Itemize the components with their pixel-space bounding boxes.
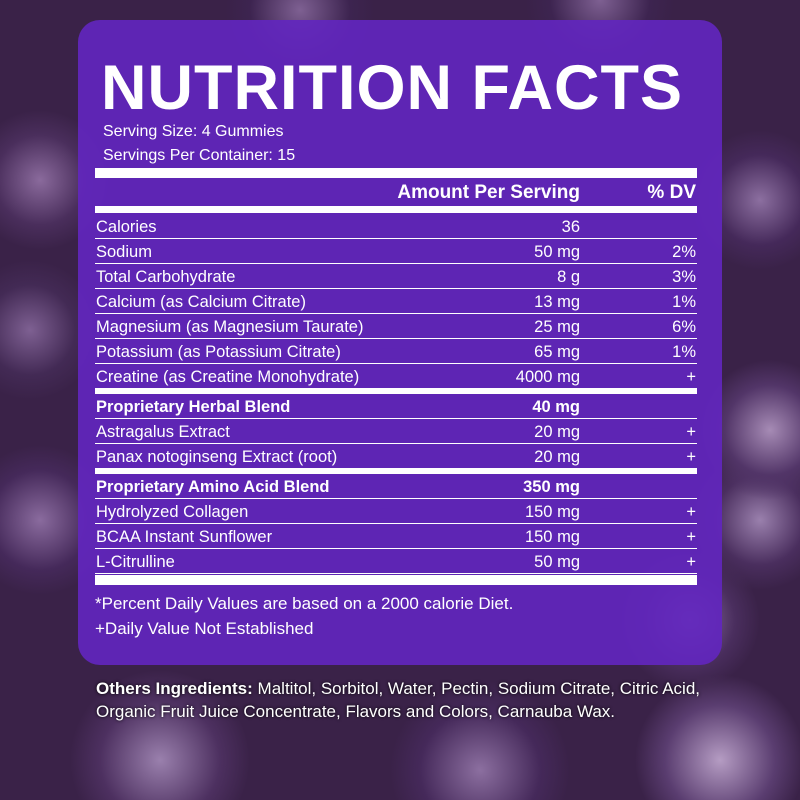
nutrient-amount: 150 mg [524,503,580,521]
divider [95,575,697,585]
other-ingredients: Others Ingredients: Maltitol, Sorbitol, … [96,677,706,723]
nutrient-name: L-Citrulline [96,553,175,571]
nutrient-row: Calcium (as Calcium Citrate) 13 mg 1% [95,289,697,314]
nutrient-name: Sodium [96,243,152,261]
nutrient-name: Astragalus Extract [96,423,230,441]
nutrient-amount: 25 mg [534,318,580,336]
nutrient-name: Total Carbohydrate [96,268,236,286]
nutrient-row: Calories 36 [95,214,697,239]
nutrient-row: Potassium (as Potassium Citrate) 65 mg 1% [95,339,697,364]
nutrient-name: Calcium (as Calcium Citrate) [96,293,306,311]
nutrient-dv: + [686,528,696,546]
nutrient-row: BCAA Instant Sunflower 150 mg + [95,524,697,549]
nutrient-row: Panax notoginseng Extract (root) 20 mg + [95,444,697,469]
footnote: *Percent Daily Values are based on a 200… [95,594,514,613]
nutrient-dv: 6% [672,318,696,336]
title: NUTRITION FACTS [101,53,683,123]
nutrient-row: L-Citrulline 50 mg + [95,549,697,574]
nutrient-amount: 8 g [557,268,580,286]
nutrient-amount: 40 mg [532,398,580,416]
footnote: +Daily Value Not Established [95,619,314,638]
servings-per-container: Servings Per Container: 15 [103,147,296,164]
nutrient-dv: + [686,448,696,466]
nutrient-amount: 4000 mg [515,368,580,386]
dv-header: % DV [647,182,696,203]
nutrient-row: Hydrolyzed Collagen 150 mg + [95,499,697,524]
nutrient-table: Calories 36 Sodium 50 mg 2% Total Carbohydrat… [95,214,697,574]
nutrient-name: Creatine (as Creatine Monohydrate) [96,368,360,386]
nutrient-name: Proprietary Herbal Blend [96,398,291,416]
nutrient-row: Proprietary Herbal Blend 40 mg [95,389,697,419]
nutrient-amount: 20 mg [534,423,580,441]
nutrient-dv: 1% [672,293,696,311]
nutrient-amount: 50 mg [534,553,580,571]
nutrient-row: Magnesium (as Magnesium Taurate) 25 mg 6% [95,314,697,339]
nutrient-amount: 150 mg [524,528,580,546]
label-panel [78,20,722,665]
nutrient-name: Panax notoginseng Extract (root) [96,448,338,466]
nutrient-row: Creatine (as Creatine Monohydrate) 4000 m… [95,364,697,389]
nutrient-amount: 20 mg [534,448,580,466]
nutrient-dv: + [686,368,696,386]
nutrient-amount: 65 mg [534,343,580,361]
nutrient-dv: 1% [672,343,696,361]
nutrient-amount: 350 mg [523,478,580,496]
divider [95,206,697,213]
nutrient-row: Total Carbohydrate 8 g 3% [95,264,697,289]
nutrient-name: Magnesium (as Magnesium Taurate) [96,318,364,336]
nutrient-name: BCAA Instant Sunflower [96,528,273,546]
nutrient-dv: 2% [672,243,696,261]
nutrient-name: Proprietary Amino Acid Blend [96,478,330,496]
nutrient-dv: 3% [672,268,696,286]
nutrient-dv: + [686,553,696,571]
ingredients-text: Maltitol, Sorbitol, Water, Pectin, Sodiu… [96,679,701,721]
nutrient-dv: + [686,423,696,441]
nutrient-dv: + [686,503,696,521]
nutrient-row: Sodium 50 mg 2% [95,239,697,264]
nutrient-amount: 50 mg [534,243,580,261]
nutrient-name: Calories [96,218,157,236]
serving-size: Serving Size: 4 Gummies [103,123,284,140]
divider [95,168,697,178]
nutrient-name: Hydrolyzed Collagen [96,503,249,521]
nutrient-amount: 36 [561,218,580,236]
nutrient-row: Proprietary Amino Acid Blend 350 mg [95,469,697,499]
amount-header: Amount Per Serving [397,182,580,203]
ingredients-label: Others Ingredients: [96,679,253,698]
nutrient-amount: 13 mg [534,293,580,311]
nutrient-name: Potassium (as Potassium Citrate) [96,343,341,361]
nutrient-row: Astragalus Extract 20 mg + [95,419,697,444]
